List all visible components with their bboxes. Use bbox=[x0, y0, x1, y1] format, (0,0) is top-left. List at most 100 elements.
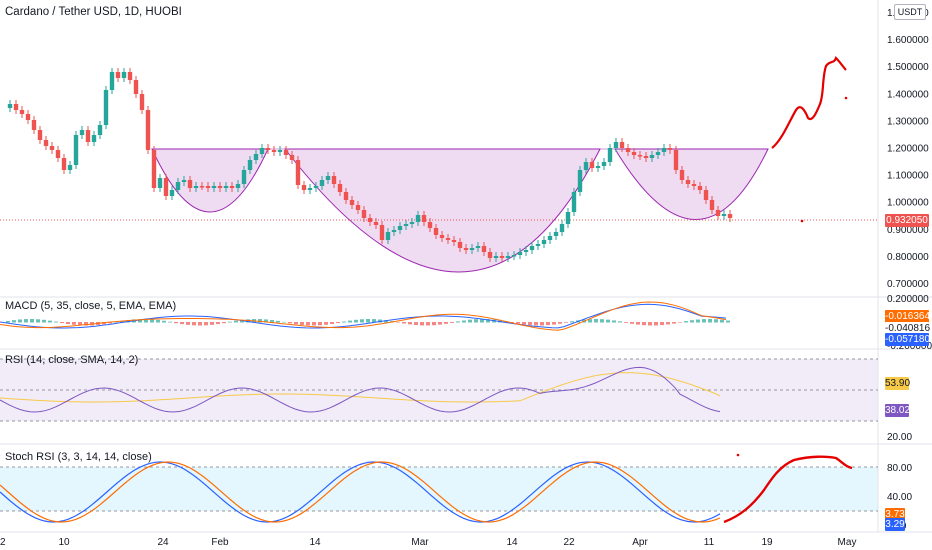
candle-body bbox=[697, 186, 703, 190]
rsi-value-badge: 38.02 bbox=[885, 404, 911, 417]
macd-histogram-bar bbox=[654, 322, 658, 326]
macd-histogram-bar bbox=[198, 322, 202, 326]
candle-body bbox=[391, 230, 397, 232]
macd-histogram-bar bbox=[432, 322, 436, 326]
macd-histogram-bar bbox=[144, 319, 148, 323]
candle-body bbox=[547, 236, 553, 240]
macd-value-badge: -0.040816 bbox=[885, 322, 931, 335]
candle-body bbox=[289, 155, 295, 160]
candle-body bbox=[673, 150, 679, 170]
candle-body bbox=[469, 248, 475, 250]
macd-histogram-bar bbox=[546, 322, 550, 326]
macd-histogram-bar bbox=[402, 322, 406, 324]
macd-histogram-bar bbox=[510, 322, 514, 323]
candle-body bbox=[301, 185, 307, 190]
macd-histogram-bar bbox=[294, 322, 298, 325]
price-tick-label: 0.700000 bbox=[887, 279, 929, 290]
macd-histogram-bar bbox=[642, 322, 646, 326]
candle-body bbox=[613, 142, 619, 148]
stoch-title: Stoch RSI (3, 3, 14, 14, close) bbox=[5, 451, 152, 463]
rsi-ma-line bbox=[0, 372, 721, 403]
macd-histogram-bar bbox=[414, 322, 418, 326]
price-tick-label: 1.600000 bbox=[887, 35, 929, 46]
candle-body bbox=[25, 114, 31, 120]
time-tick-label: May bbox=[838, 537, 857, 548]
candle-body bbox=[421, 215, 427, 222]
macd-histogram-bar bbox=[138, 319, 142, 323]
candle-body bbox=[103, 90, 109, 125]
candle-body bbox=[631, 152, 637, 155]
macd-histogram-bar bbox=[192, 322, 196, 326]
macd-histogram-bar bbox=[324, 322, 328, 325]
candle-body bbox=[277, 150, 283, 152]
macd-histogram-bar bbox=[378, 319, 382, 323]
candle-body bbox=[397, 226, 403, 230]
candle-body bbox=[493, 256, 499, 258]
macd-histogram-bar bbox=[714, 319, 718, 323]
macd-histogram-bar bbox=[540, 322, 544, 326]
candle-body bbox=[451, 240, 457, 242]
rsi-line bbox=[0, 366, 721, 413]
time-tick-label: 11 bbox=[704, 537, 715, 548]
candle-body bbox=[163, 178, 169, 196]
macd-histogram-bar bbox=[552, 322, 556, 325]
candle-body bbox=[457, 242, 463, 248]
projection-drawing-price bbox=[771, 55, 847, 149]
candle-body bbox=[271, 150, 277, 152]
macd-histogram-bar bbox=[558, 322, 562, 324]
candle-body bbox=[595, 166, 601, 168]
macd-histogram-bar bbox=[426, 322, 430, 326]
macd-histogram-bar bbox=[6, 321, 10, 323]
candle-body bbox=[403, 224, 409, 226]
currency-button[interactable]: USDT bbox=[894, 4, 926, 20]
candle-body bbox=[67, 165, 73, 170]
macd-histogram-bar bbox=[210, 322, 214, 325]
price-tick-label: 1.400000 bbox=[887, 89, 929, 100]
candle-body bbox=[145, 110, 151, 150]
candle-body bbox=[253, 154, 259, 160]
macd-histogram-bar bbox=[306, 322, 310, 326]
candle-body bbox=[601, 162, 607, 166]
candle-body bbox=[721, 214, 727, 216]
time-axis[interactable]: 22 10 24 Feb 14 Mar 14 22 Apr 11 19 May bbox=[0, 537, 856, 548]
candle-body bbox=[139, 94, 145, 110]
candle-body bbox=[223, 186, 229, 188]
chart-title: Cardano / Tether USD, 1D, HUOBI bbox=[5, 6, 182, 18]
candle-body bbox=[337, 184, 343, 192]
macd-histogram-bar bbox=[450, 322, 454, 323]
macd-histogram-bar bbox=[672, 322, 676, 324]
macd-histogram-bar bbox=[330, 322, 334, 324]
macd-histogram-bar bbox=[282, 321, 286, 323]
candle-body bbox=[499, 256, 505, 258]
macd-histogram-bar bbox=[360, 319, 364, 323]
rsi-ma-badge: 53.90 bbox=[885, 377, 911, 390]
candle-body bbox=[361, 210, 367, 218]
candle-body bbox=[367, 218, 373, 222]
macd-histogram-bar bbox=[564, 322, 568, 323]
candle-body bbox=[151, 150, 157, 188]
candle-body bbox=[589, 162, 595, 168]
rsi-series bbox=[0, 366, 721, 413]
candle-body bbox=[13, 104, 19, 110]
pattern-main-cup bbox=[283, 148, 601, 273]
macd-histogram-bar bbox=[534, 322, 538, 326]
candle-body bbox=[247, 160, 253, 170]
candle-body bbox=[97, 125, 103, 135]
macd-histogram-bar bbox=[288, 322, 292, 324]
macd-histogram-bar bbox=[174, 322, 178, 324]
macd-histogram-bar bbox=[348, 320, 352, 323]
rsi-tick-label: 20.00 bbox=[887, 432, 912, 443]
candle-body bbox=[313, 186, 319, 188]
macd-histogram-bar bbox=[204, 322, 208, 326]
projection-drawing-stoch bbox=[723, 455, 853, 524]
macd-histogram-bar bbox=[270, 320, 274, 323]
macd-histogram-bar bbox=[234, 320, 238, 323]
macd-signal-badge: -0.057180 bbox=[885, 333, 931, 346]
price-axis[interactable]: 1.7000001.6000001.5000001.4000001.300000… bbox=[887, 8, 929, 290]
macd-line bbox=[0, 303, 727, 329]
candle-body bbox=[727, 214, 733, 218]
macd-histogram-bar bbox=[726, 320, 730, 323]
macd-histogram-bar bbox=[186, 322, 190, 325]
candle-body bbox=[505, 256, 511, 258]
